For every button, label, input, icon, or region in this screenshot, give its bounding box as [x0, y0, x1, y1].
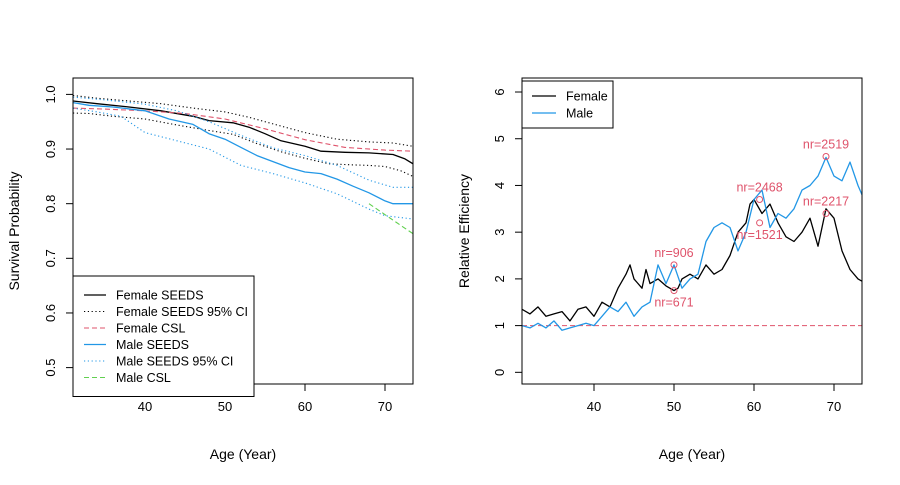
y-axis-title: Survival Probability [6, 171, 22, 290]
legend-label: Male SEEDS [116, 338, 189, 352]
x-tick-label: 50 [218, 399, 232, 414]
y-tick-label: 0.5 [43, 359, 58, 377]
y-axis: 0 1 2 3 4 5 6 [492, 88, 522, 376]
legend-box [72, 275, 255, 397]
x-tick-label: 40 [138, 399, 152, 414]
relative-efficiency-chart: 40 50 60 70 0 1 2 3 4 5 6 Age (Year) Relative Effici… [456, 77, 863, 462]
x-tick-label: 70 [827, 399, 841, 414]
annotation-marker [822, 209, 830, 217]
x-axis-title: Age (Year) [210, 446, 276, 462]
y-tick-label: 2 [492, 275, 507, 282]
y-tick-label: 6 [492, 88, 507, 95]
series-line-male-csl [368, 203, 413, 235]
annotation-marker [756, 219, 764, 227]
series-line-female-seeds [73, 100, 413, 165]
y-axis: 0.5 0.6 0.7 0.8 0.9 1.0 [43, 85, 73, 377]
x-tick-label: 60 [298, 399, 312, 414]
x-axis-title: Age (Year) [659, 446, 725, 462]
x-tick-label: 50 [667, 399, 681, 414]
legend-label: Male CSL [116, 371, 171, 385]
legend-label: Female CSL [116, 322, 186, 336]
annotation-marker [670, 261, 678, 269]
x-tick-label: 40 [587, 399, 601, 414]
annotation-label: nr=671 [654, 296, 693, 310]
series-line-ci-band-6 [73, 107, 413, 220]
legend-box [521, 80, 614, 129]
series-line-male-seeds [73, 101, 413, 205]
annotation-marker [670, 287, 678, 295]
series-line-female [522, 198, 862, 322]
annotation-label: nr=906 [654, 246, 693, 260]
y-tick-label: 0.6 [43, 304, 58, 322]
y-axis-title: Relative Efficiency [456, 174, 472, 288]
legend-label: Female [566, 90, 608, 104]
legend: Female SEEDS Female SEEDS 95% CI Female CS… [72, 275, 255, 397]
plot-area [522, 156, 862, 331]
x-axis: 40 50 60 70 [138, 384, 392, 414]
y-tick-label: 0.7 [43, 249, 58, 267]
series-line-male [522, 156, 862, 331]
legend-label: Female SEEDS 95% CI [116, 305, 248, 319]
y-tick-label: 0.8 [43, 195, 58, 213]
x-tick-label: 60 [747, 399, 761, 414]
y-tick-label: 0 [492, 369, 507, 376]
legend-label: Female SEEDS [116, 289, 204, 303]
annotation-label: nr=2519 [803, 137, 849, 151]
series-line-female-csl [73, 107, 413, 152]
legend-label: Male SEEDS 95% CI [116, 355, 233, 369]
legend: Female Male [521, 80, 614, 129]
y-tick-label: 3 [492, 229, 507, 236]
y-tick-label: 1.0 [43, 85, 58, 103]
x-tick-label: 70 [378, 399, 392, 414]
survival-probability-chart: 40 50 60 70 0.5 0.6 0.7 0.8 0.9 1.0 Age (Year) Surv… [6, 77, 414, 462]
annotation-marker [822, 152, 830, 160]
annotation-label: nr=1521 [736, 228, 782, 242]
y-tick-label: 5 [492, 135, 507, 142]
y-tick-label: 0.9 [43, 140, 58, 158]
annotations: nr=906 nr=671 nr=2468 nr=1521 nr=2519 nr=2217 [654, 137, 849, 309]
series-line-female-seeds-95-ci [73, 94, 413, 147]
annotation-marker [756, 195, 764, 203]
legend-label: Male [566, 107, 593, 121]
series-line-ci-band-2 [73, 112, 413, 177]
series-line-male-seeds-95-ci [73, 96, 413, 188]
annotation-label: nr=2217 [803, 194, 849, 208]
annotation-label: nr=2468 [736, 180, 782, 194]
plot-area [73, 94, 413, 235]
y-tick-label: 4 [492, 182, 507, 189]
x-axis: 40 50 60 70 [587, 384, 841, 414]
plot-frame [521, 77, 863, 385]
y-tick-label: 1 [492, 322, 507, 329]
